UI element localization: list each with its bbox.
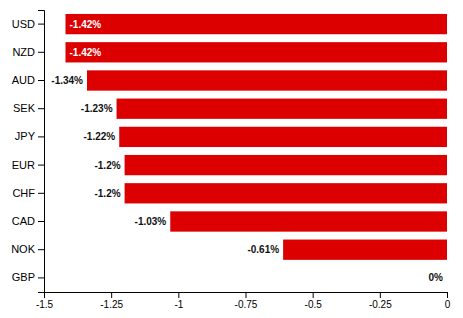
y-tick: GBP (12, 271, 44, 283)
x-tick-label: -1.5 (36, 299, 54, 310)
y-axis: USD NZD AUD SEK JPY EUR CHF CAD NOK GBP (11, 11, 44, 293)
x-tick-label: -1.25 (100, 299, 123, 310)
y-axis-line (38, 11, 45, 293)
bars (65, 14, 447, 260)
x-axis-line (45, 293, 448, 299)
data-label: -1.22% (84, 131, 116, 142)
y-tick: SEK (13, 102, 44, 114)
data-label: -1.34% (51, 75, 83, 86)
y-tick: JPY (15, 130, 44, 142)
y-tick-label: EUR (12, 159, 35, 171)
x-tick-mark (246, 292, 247, 298)
y-tick-label: NOK (11, 243, 36, 255)
bar (125, 155, 447, 175)
y-tick-mark (38, 277, 44, 278)
y-tick-mark (38, 108, 44, 109)
bar (447, 268, 448, 288)
y-tick-mark (38, 165, 44, 166)
x-tick-label: -0.5 (305, 299, 323, 310)
y-tick-mark (38, 136, 44, 137)
y-tick: NOK (11, 243, 44, 255)
bar (170, 211, 447, 231)
y-tick: USD (12, 18, 44, 30)
x-tick-label: -1 (174, 299, 183, 310)
y-tick-label: NZD (12, 46, 35, 58)
x-tick-label: -0.25 (369, 299, 392, 310)
x-tick-mark (380, 292, 381, 298)
x-tick: -0.25 (369, 292, 392, 310)
data-label: -1.2% (94, 160, 120, 171)
data-label: -1.23% (81, 103, 113, 114)
x-tick-mark (313, 292, 314, 298)
x-tick: -1.5 (36, 292, 54, 310)
x-tick: -1 (174, 292, 183, 310)
x-tick: 0 (445, 292, 451, 310)
x-axis: -1.5 -1.25 -1 -0.75 -0.5 -0.25 0 (36, 292, 451, 310)
data-label: -1.42% (69, 47, 101, 58)
y-tick-mark (38, 193, 44, 194)
data-label: -1.03% (135, 216, 167, 227)
x-tick-mark (111, 292, 112, 298)
y-tick: AUD (12, 74, 44, 86)
x-tick: -0.5 (305, 292, 323, 310)
y-tick-label: USD (12, 18, 35, 30)
bar (283, 240, 447, 260)
data-label: -0.61% (247, 244, 279, 255)
y-tick-label: AUD (12, 74, 35, 86)
y-tick-mark (38, 80, 44, 81)
x-tick: -0.75 (235, 292, 258, 310)
y-tick: CHF (12, 187, 44, 199)
x-tick: -1.25 (100, 292, 123, 310)
x-tick-label: 0 (445, 299, 451, 310)
x-tick-label: -0.75 (235, 299, 258, 310)
y-tick: CAD (12, 215, 44, 227)
y-tick-label: JPY (15, 130, 36, 142)
y-tick-mark (38, 52, 44, 53)
y-tick-label: CHF (12, 187, 35, 199)
bar (87, 70, 447, 90)
chart: -1.5 -1.25 -1 -0.75 -0.5 -0.25 0 USD NZD AUD SEK JP… (0, 0, 463, 318)
y-tick: NZD (12, 46, 44, 58)
bar (65, 42, 447, 62)
data-label: -1.2% (94, 188, 120, 199)
y-tick-label: GBP (12, 271, 35, 283)
y-tick-mark (38, 249, 44, 250)
bar (119, 127, 447, 147)
bar (117, 99, 447, 119)
data-labels: -1.42% -1.42% -1.34% -1.23% -1.22% -1.2% -1.2%… (51, 19, 443, 284)
data-label: 0% (429, 272, 444, 283)
bar (65, 14, 447, 34)
x-tick-mark (447, 292, 448, 298)
y-tick-label: CAD (12, 215, 35, 227)
y-tick-mark (38, 221, 44, 222)
x-tick-mark (178, 292, 179, 298)
y-tick: EUR (12, 159, 44, 171)
y-tick-label: SEK (13, 102, 36, 114)
y-tick-mark (38, 24, 44, 25)
bar (125, 183, 447, 203)
data-label: -1.42% (69, 19, 101, 30)
